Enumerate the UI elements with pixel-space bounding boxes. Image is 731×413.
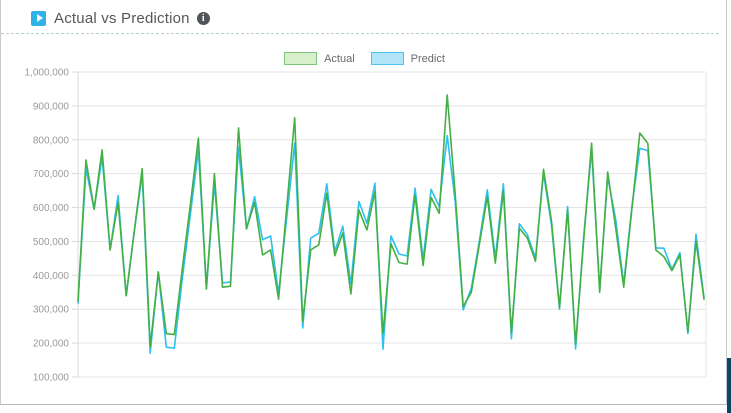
legend-label-predict: Predict xyxy=(410,52,445,65)
y-axis-tick-label: 300,000 xyxy=(33,305,70,316)
y-axis-tick-label: 100,000 xyxy=(33,373,70,384)
chart-legend: Actual Predict xyxy=(1,52,728,65)
info-icon[interactable]: i xyxy=(196,11,210,25)
panel-header: Actual vs Prediction i xyxy=(31,8,210,28)
legend-swatch-actual xyxy=(284,52,318,65)
y-axis-tick-label: 400,000 xyxy=(33,271,70,282)
y-axis-tick-label: 200,000 xyxy=(33,339,70,350)
collapse-toggle-play-icon[interactable] xyxy=(31,10,46,26)
play-triangle-icon xyxy=(36,14,43,22)
y-axis-tick-label: 1,000,000 xyxy=(25,68,70,79)
page-edge-scrollbar[interactable] xyxy=(727,358,731,413)
y-axis-tick-label: 500,000 xyxy=(33,237,70,248)
legend-label-actual: Actual xyxy=(324,52,355,65)
y-axis-tick-label: 800,000 xyxy=(33,135,70,146)
chart-panel: Actual vs Prediction i Actual Predict 10… xyxy=(0,0,727,405)
line-chart[interactable]: 100,000 200,000 300,000 400,000 500,000 600,0… xyxy=(1,0,728,404)
legend-item-actual[interactable]: Actual xyxy=(284,52,355,65)
legend-item-predict[interactable]: Predict xyxy=(370,52,445,65)
series-line-actual[interactable] xyxy=(77,94,705,348)
y-axis-tick-label: 700,000 xyxy=(33,169,70,180)
y-axis-tick-label: 600,000 xyxy=(33,203,70,214)
page-title: Actual vs Prediction xyxy=(54,9,190,27)
header-separator xyxy=(1,33,719,34)
legend-swatch-predict xyxy=(370,52,404,65)
y-axis-tick-label: 900,000 xyxy=(33,101,70,112)
